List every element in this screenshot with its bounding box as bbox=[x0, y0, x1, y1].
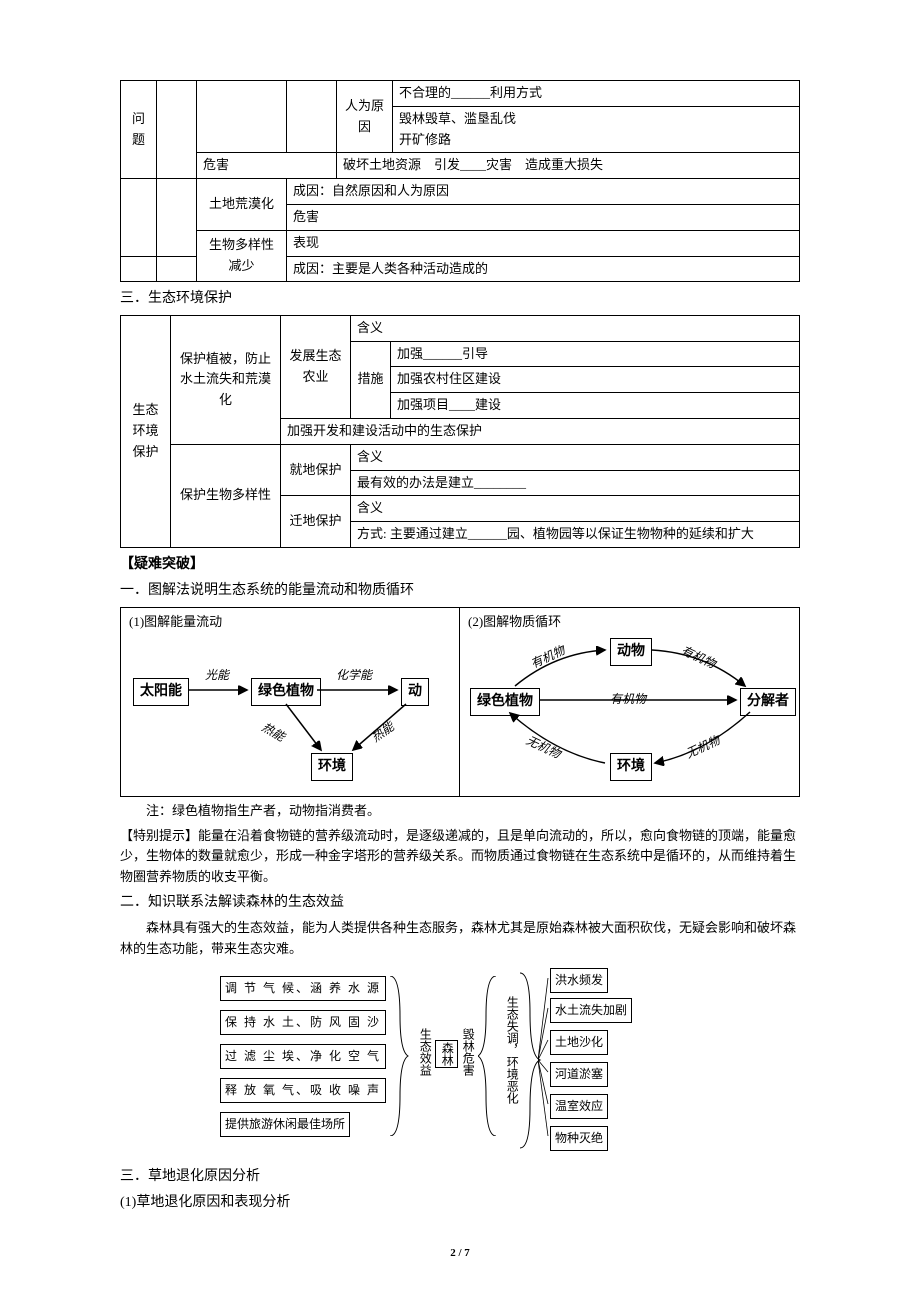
table-protection: 生态环境保护 保护植被，防止水土流失和荒漠化 发展生态农业 含义 措施 加强__… bbox=[120, 315, 800, 548]
forest-r4: 河道淤塞 bbox=[550, 1062, 608, 1087]
cell-empty bbox=[157, 179, 197, 256]
cell: 就地保护 bbox=[281, 444, 351, 496]
forest-r5: 温室效应 bbox=[550, 1094, 608, 1119]
forest-l3: 过 滤 尘 埃、净 化 空 气 bbox=[220, 1044, 386, 1069]
cell: 问题 bbox=[121, 81, 157, 179]
forest-l4: 释 放 氧 气、吸 收 噪 声 bbox=[220, 1078, 386, 1103]
cell: 破坏土地资源 引发____灾害 造成重大损失 bbox=[337, 153, 800, 179]
cell: 成因：主要是人类各种活动造成的 bbox=[287, 256, 800, 282]
cell: 迁地保护 bbox=[281, 496, 351, 548]
forest-r3: 土地沙化 bbox=[550, 1030, 608, 1055]
forest-r1: 洪水频发 bbox=[550, 968, 608, 993]
tip-text: 能量在沿着食物链的营养级流动时，是逐级递减的，且是单向流动的，所以，愈向食物链的… bbox=[120, 828, 796, 885]
forest-mid1: 生态效益 bbox=[415, 1028, 434, 1076]
cell-text: 毁林毁草、滥垦乱伐 bbox=[399, 111, 516, 126]
cell: 成因：自然原因和人为原因 bbox=[287, 179, 800, 205]
tip-label: 【特别提示】 bbox=[120, 828, 198, 843]
forest-l2: 保 持 水 土、防 风 固 沙 bbox=[220, 1010, 386, 1035]
cell-text: 开矿修路 bbox=[399, 132, 451, 147]
forest-mid2: 森林 bbox=[435, 1040, 458, 1068]
cell: 加强农村住区建设 bbox=[391, 367, 800, 393]
cell-empty bbox=[157, 256, 197, 282]
energy-arrows bbox=[121, 608, 459, 796]
tip-paragraph: 【特别提示】能量在沿着食物链的营养级流动时，是逐级递减的，且是单向流动的，所以，… bbox=[120, 826, 800, 888]
energy-diagram: (1)图解能量流动 太阳能 绿色植物 动 环境 光能 化学能 热能 热能 bbox=[120, 607, 460, 797]
forest-r6: 物种灭绝 bbox=[550, 1126, 608, 1151]
diagram-section-title: 一．图解法说明生态系统的能量流动和物质循环 bbox=[120, 580, 800, 602]
cell: 方式: 主要通过建立______园、植物园等以保证生物物种的延续和扩大 bbox=[351, 522, 800, 548]
cell: 生物多样性减少 bbox=[197, 230, 287, 282]
cell: 危害 bbox=[287, 204, 800, 230]
forest-mid4: 生态失调，环境恶化 bbox=[502, 996, 521, 1104]
cell-empty bbox=[197, 81, 287, 153]
matter-diagram: (2)图解物质循环 绿色植物 动物 分解者 环境 有机物 有机物 有机物 无机物… bbox=[460, 607, 800, 797]
forest-mid3: 毁林危害 bbox=[458, 1028, 477, 1076]
cell: 人为原因 bbox=[337, 81, 393, 153]
cell: 表现 bbox=[287, 230, 800, 256]
cell: 加强项目____建设 bbox=[391, 393, 800, 419]
diagram-row: (1)图解能量流动 太阳能 绿色植物 动 环境 光能 化学能 热能 热能 (2)… bbox=[120, 607, 800, 797]
forest-diagram: 调 节 气 候、涵 养 水 源 保 持 水 土、防 风 固 沙 过 滤 尘 埃、… bbox=[220, 968, 700, 1158]
table-problems: 问题 人为原因 不合理的______利用方式 毁林毁草、滥垦乱伐 开矿修路 危害… bbox=[120, 80, 800, 282]
cell-empty bbox=[121, 256, 157, 282]
cell: 措施 bbox=[351, 341, 391, 418]
cell: 毁林毁草、滥垦乱伐 开矿修路 bbox=[393, 106, 800, 153]
cell: 保护生物多样性 bbox=[171, 444, 281, 547]
matter-arrows bbox=[460, 608, 799, 796]
forest-l1: 调 节 气 候、涵 养 水 源 bbox=[220, 976, 386, 1001]
brace-lines-icon bbox=[538, 968, 552, 1153]
cell-empty bbox=[287, 81, 337, 153]
sub-3b: (1)草地退化原因和表现分析 bbox=[120, 1192, 800, 1214]
cell-empty bbox=[121, 179, 157, 256]
cell: 生态环境保护 bbox=[121, 315, 171, 547]
cell-empty bbox=[157, 81, 197, 179]
cell: 含义 bbox=[351, 315, 800, 341]
difficulty-title: 【疑难突破】 bbox=[120, 554, 800, 576]
forest-paragraph: 森林具有强大的生态效益，能为人类提供各种生态服务，森林尤其是原始森林被大面积砍伐… bbox=[120, 918, 800, 960]
brace-mid-icon bbox=[478, 976, 498, 1136]
forest-r2: 水土流失加剧 bbox=[550, 998, 632, 1023]
diagram-note: 注：绿色植物指生产者，动物指消费者。 bbox=[120, 801, 800, 822]
cell: 发展生态农业 bbox=[281, 315, 351, 418]
cell: 土地荒漠化 bbox=[197, 179, 287, 231]
forest-l5: 提供旅游休闲最佳场所 bbox=[220, 1112, 350, 1137]
cell: 加强______引导 bbox=[391, 341, 800, 367]
cell: 危害 bbox=[197, 153, 337, 179]
section-2b-title: 二．知识联系法解读森林的生态效益 bbox=[120, 892, 800, 914]
section-3-title: 三．生态环境保护 bbox=[120, 288, 800, 310]
cell: 加强开发和建设活动中的生态保护 bbox=[281, 418, 800, 444]
cell: 含义 bbox=[351, 444, 800, 470]
cell: 最有效的办法是建立________ bbox=[351, 470, 800, 496]
cell: 含义 bbox=[351, 496, 800, 522]
cell: 保护植被，防止水土流失和荒漠化 bbox=[171, 315, 281, 444]
page-footer: 2 / 7 bbox=[120, 1245, 800, 1263]
section-3b-title: 三．草地退化原因分析 bbox=[120, 1166, 800, 1188]
brace-left-icon bbox=[390, 976, 410, 1136]
cell: 不合理的______利用方式 bbox=[393, 81, 800, 107]
